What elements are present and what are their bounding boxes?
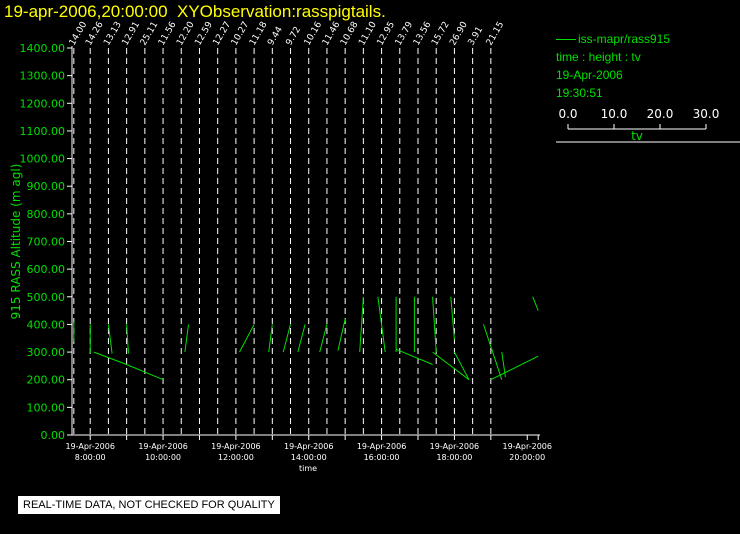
profile-trace — [239, 324, 255, 353]
trace-segment — [93, 351, 127, 365]
profile-trace — [337, 318, 346, 351]
legend-scale-tick: 20.0 — [647, 107, 674, 121]
profile-trace — [377, 296, 386, 353]
x-tick-date: 19-Apr-2006 — [65, 442, 114, 451]
y-tick-label: 500.00 — [27, 291, 66, 304]
y-tick-label: 700.00 — [27, 236, 66, 249]
chart-axes — [67, 46, 540, 440]
trace-segment — [501, 352, 506, 377]
profile-value-label: 21.15 — [485, 20, 507, 47]
profile-trace — [432, 296, 437, 353]
profile-value-label: 3.91 — [467, 25, 486, 47]
y-tick-label: 1300.00 — [20, 70, 66, 83]
title-date: 19-apr-2006,20:00:00 — [4, 2, 168, 21]
x-tick-date: 19-Apr-2006 — [503, 442, 552, 451]
trace-segment — [395, 348, 433, 365]
legend-series-label: iss-mapr/rass915 — [578, 32, 671, 46]
y-tick-label: 200.00 — [27, 374, 66, 387]
x-tick-time: 14:00:00 — [291, 453, 327, 462]
legend-swatch — [556, 39, 576, 41]
x-tick-date: 19-Apr-2006 — [138, 442, 187, 451]
profile-gridlines — [73, 48, 492, 435]
legend-scale-tick: 0.0 — [558, 107, 577, 121]
y-axis-title: 915 RASS Altitude (m agl) — [9, 164, 23, 320]
x-tick-time: 12:00:00 — [218, 453, 254, 462]
profile-trace — [490, 355, 539, 381]
y-tick-label: 0.00 — [41, 429, 66, 442]
legend-axes: time : height : tv — [556, 50, 641, 64]
y-tick-label: 400.00 — [27, 318, 66, 331]
profile-trace — [126, 324, 129, 354]
legend-time: 19:30:51 — [556, 86, 603, 100]
x-tick-date: 19-Apr-2006 — [284, 442, 333, 451]
chart-labels: 14.0014.2613.1312.9125.1111.5612.2012.59… — [9, 20, 552, 473]
profile-trace — [126, 364, 164, 381]
x-tick-time: 8:00:00 — [75, 453, 106, 462]
trace-segment — [532, 296, 539, 311]
y-tick-label: 1100.00 — [20, 125, 66, 138]
legend-series: iss-mapr/rass915 — [556, 30, 740, 48]
profile-trace — [483, 324, 503, 380]
x-axis-title: time — [299, 464, 317, 473]
profile-value-label: 9.44 — [266, 25, 285, 48]
y-tick-label: 900.00 — [27, 180, 66, 193]
y-tick-label: 100.00 — [27, 401, 66, 414]
legend-scale-tick: 10.0 — [601, 107, 628, 121]
y-tick-label: 600.00 — [27, 263, 66, 276]
y-tick-label: 1200.00 — [20, 97, 66, 110]
trace-segment — [453, 351, 470, 380]
data-series — [73, 296, 539, 381]
profile-trace — [297, 324, 306, 353]
chart-title: 19-apr-2006,20:00:00 XYObservation:rassp… — [4, 2, 386, 22]
profile-trace — [359, 296, 364, 353]
x-tick-date: 19-Apr-2006 — [430, 442, 479, 451]
quality-note: REAL-TIME DATA, NOT CHECKED FOR QUALITY — [18, 496, 280, 514]
profile-trace — [268, 324, 273, 353]
profile-trace — [184, 324, 189, 353]
y-tick-label: 300.00 — [27, 346, 66, 359]
legend: iss-mapr/rass915 time : height : tv 19-A… — [556, 30, 740, 143]
profile-trace — [107, 324, 113, 354]
profile-trace — [432, 351, 470, 381]
y-tick-label: 1000.00 — [20, 153, 66, 166]
y-tick-label: 800.00 — [27, 208, 66, 221]
legend-scale-tick: 30.0 — [693, 107, 720, 121]
profile-value-label: 9.72 — [284, 25, 303, 47]
legend-date: 19-Apr-2006 — [556, 68, 623, 82]
x-tick-date: 19-Apr-2006 — [211, 442, 260, 451]
y-tick-label: 1400.00 — [20, 42, 66, 55]
x-tick-time: 18:00:00 — [436, 453, 472, 462]
profile-trace — [282, 324, 291, 353]
profile-trace — [319, 324, 328, 353]
title-text: XYObservation:rasspigtails. — [176, 2, 386, 21]
x-tick-time: 16:00:00 — [364, 453, 400, 462]
x-tick-time: 20:00:00 — [509, 453, 545, 462]
x-tick-date: 19-Apr-2006 — [357, 442, 406, 451]
legend-scale: 0.0 10.0 20.0 30.0 tv — [556, 107, 740, 143]
legend-scale-label: tv — [631, 129, 643, 143]
x-tick-time: 10:00:00 — [145, 453, 181, 462]
profile-trace — [450, 296, 455, 340]
